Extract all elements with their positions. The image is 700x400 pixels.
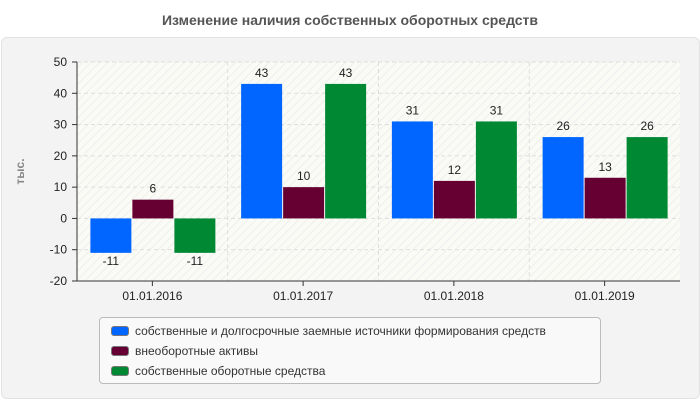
y-tick-label: 20 [54,149,68,163]
x-tick-label: 01.01.2016 [122,289,182,303]
legend-label: собственные и долгосрочные заемные источ… [135,324,546,338]
y-tick-label: 0 [60,211,67,225]
bar [283,187,325,219]
y-tick-label: 10 [54,180,68,194]
data-label: -11 [187,254,204,268]
data-label: 43 [339,66,353,80]
x-tick-label: 01.01.2019 [575,289,635,303]
y-tick-label: 50 [54,55,68,69]
data-label: 31 [406,103,420,117]
data-label: 43 [255,66,269,80]
bar [542,137,584,219]
data-label: 13 [598,160,612,174]
legend-item: собственные и долгосрочные заемные источ… [111,324,546,338]
bar [174,218,216,253]
bar [325,83,367,219]
legend-swatch [111,326,129,336]
data-label: 26 [556,119,570,133]
legend-label: собственные оборотные средства [135,364,326,378]
bar [626,137,668,219]
data-label: 26 [640,119,654,133]
legend-item: собственные оборотные средства [111,364,325,378]
bar [241,83,283,219]
y-tick-label: -20 [50,274,68,288]
x-tick-label: 01.01.2018 [424,289,484,303]
bar [90,218,132,253]
data-label: 6 [150,182,157,196]
legend: собственные и долгосрочные заемные источ… [99,317,601,384]
data-label: -11 [103,254,120,268]
y-tick-label: 30 [54,118,68,132]
data-label: 10 [297,169,311,183]
y-tick-label: 40 [54,86,68,100]
bar [391,121,433,219]
bar [433,180,475,219]
bar [475,121,517,219]
bar [584,177,626,219]
y-tick-label: -10 [50,243,68,257]
bar [132,199,174,219]
plot-area [77,62,680,281]
x-tick-label: 01.01.2017 [273,289,333,303]
legend-item: внеоборотные активы [111,344,258,358]
legend-label: внеоборотные активы [135,344,258,358]
chart-title: Изменение наличия собственных оборотных … [161,12,539,28]
data-label: 12 [448,163,462,177]
legend-swatch [111,346,129,356]
y-axis-label: тыс. [13,158,27,184]
data-label: 31 [490,103,504,117]
legend-swatch [111,366,129,376]
